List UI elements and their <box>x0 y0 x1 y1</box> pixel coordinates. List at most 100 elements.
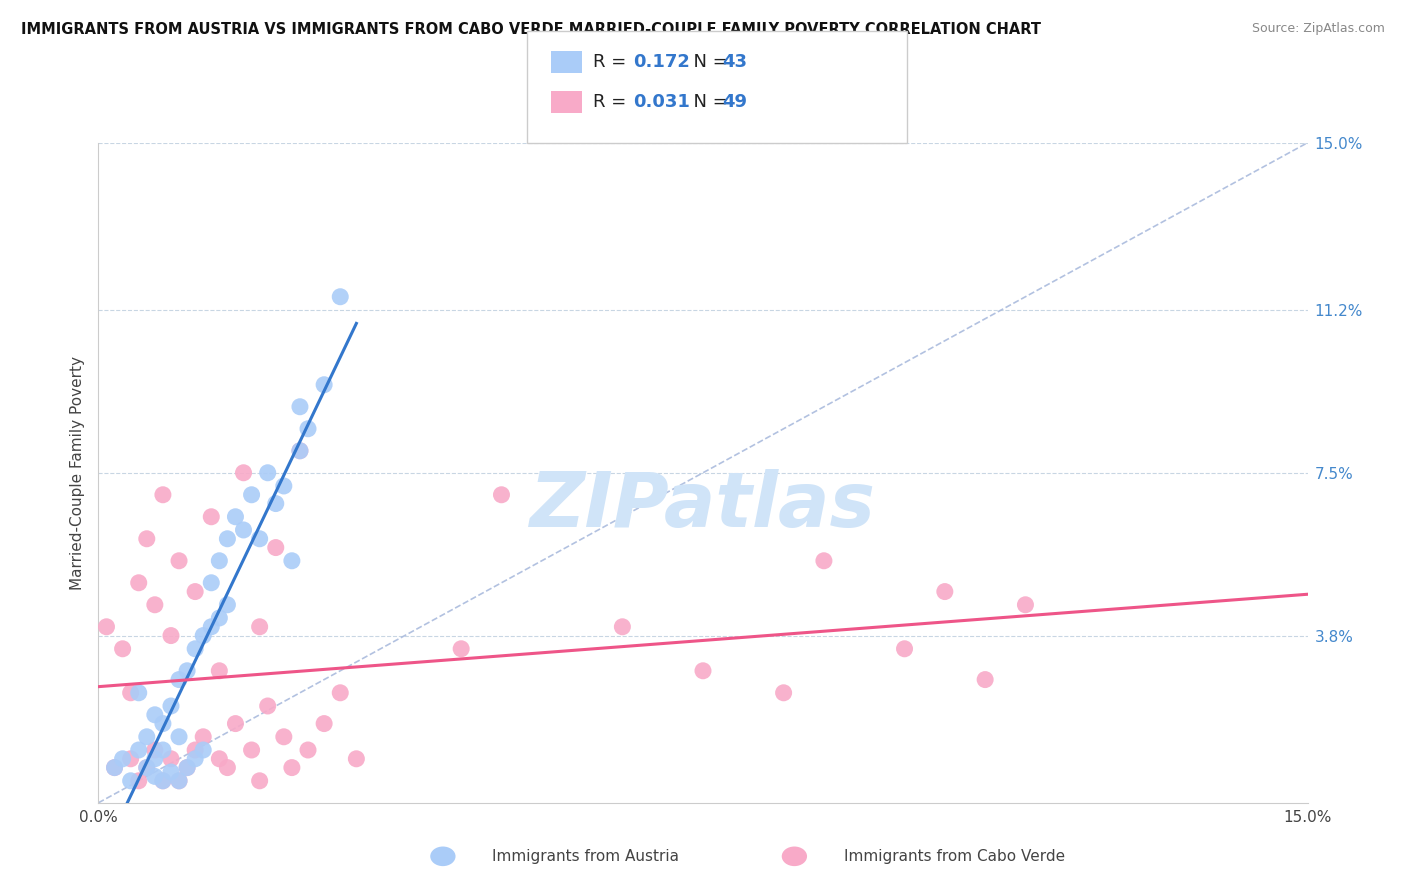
Point <box>135 761 157 775</box>
Point <box>297 422 319 436</box>
Point <box>224 716 246 731</box>
Point <box>152 773 174 788</box>
Text: R =: R = <box>593 53 633 70</box>
Point <box>176 664 198 678</box>
Point <box>1014 598 1036 612</box>
Point <box>329 686 352 700</box>
Point <box>152 716 174 731</box>
Point <box>103 761 125 775</box>
Text: IMMIGRANTS FROM AUSTRIA VS IMMIGRANTS FROM CABO VERDE MARRIED-COUPLE FAMILY POVE: IMMIGRANTS FROM AUSTRIA VS IMMIGRANTS FR… <box>21 22 1040 37</box>
Point <box>612 620 634 634</box>
Point <box>249 532 271 546</box>
Point <box>692 664 714 678</box>
Point <box>232 466 254 480</box>
Point <box>160 698 183 713</box>
Point <box>120 752 142 766</box>
Point <box>143 743 166 757</box>
Point <box>143 752 166 766</box>
Point <box>152 743 174 757</box>
Point <box>111 752 134 766</box>
Point <box>224 509 246 524</box>
Point <box>176 761 198 775</box>
Point <box>167 773 190 788</box>
Point <box>103 761 125 775</box>
Point <box>143 707 166 722</box>
Point <box>160 752 183 766</box>
Point <box>281 554 304 568</box>
Point <box>273 730 295 744</box>
Point <box>176 761 198 775</box>
Point <box>249 620 271 634</box>
Point <box>264 541 287 555</box>
Point <box>193 730 215 744</box>
Point <box>217 761 239 775</box>
Point <box>135 532 157 546</box>
Point <box>288 443 311 458</box>
Point <box>491 488 513 502</box>
Point <box>772 686 794 700</box>
Text: Immigrants from Austria: Immigrants from Austria <box>492 849 679 863</box>
Point <box>135 730 157 744</box>
Y-axis label: Married-Couple Family Poverty: Married-Couple Family Poverty <box>69 356 84 590</box>
Point <box>893 641 915 656</box>
Point <box>128 773 150 788</box>
Point <box>160 629 183 643</box>
Point <box>297 743 319 757</box>
Text: R =: R = <box>593 93 633 111</box>
Point <box>273 479 295 493</box>
Point <box>193 629 215 643</box>
Point <box>208 611 231 625</box>
Text: 43: 43 <box>723 53 748 70</box>
Point <box>208 554 231 568</box>
Text: ZIPatlas: ZIPatlas <box>530 469 876 542</box>
Point <box>128 686 150 700</box>
Point <box>167 730 190 744</box>
Point <box>934 584 956 599</box>
Point <box>184 743 207 757</box>
Point <box>160 764 183 779</box>
Point <box>120 686 142 700</box>
Point <box>143 769 166 783</box>
Text: 0.172: 0.172 <box>633 53 689 70</box>
Point <box>135 761 157 775</box>
Text: N =: N = <box>682 53 734 70</box>
Text: Source: ZipAtlas.com: Source: ZipAtlas.com <box>1251 22 1385 36</box>
Point <box>314 716 336 731</box>
Point <box>128 575 150 590</box>
Point <box>208 664 231 678</box>
Point <box>240 488 263 502</box>
Point <box>288 400 311 414</box>
Point <box>249 773 271 788</box>
Point <box>281 761 304 775</box>
Point <box>111 641 134 656</box>
Point <box>167 554 190 568</box>
Point <box>143 598 166 612</box>
Point <box>193 743 215 757</box>
Point <box>256 698 278 713</box>
Point <box>184 752 207 766</box>
Text: 49: 49 <box>723 93 748 111</box>
Point <box>167 673 190 687</box>
Point <box>288 443 311 458</box>
Point <box>974 673 997 687</box>
Text: 0.031: 0.031 <box>633 93 689 111</box>
Point <box>217 532 239 546</box>
Point <box>240 743 263 757</box>
Point <box>184 584 207 599</box>
Point <box>217 598 239 612</box>
Text: N =: N = <box>682 93 734 111</box>
Point <box>200 575 222 590</box>
Point <box>200 509 222 524</box>
Point <box>120 773 142 788</box>
Point <box>200 620 222 634</box>
Point <box>813 554 835 568</box>
Point <box>450 641 472 656</box>
Point <box>96 620 118 634</box>
Point <box>208 752 231 766</box>
Point <box>256 466 278 480</box>
Point <box>167 773 190 788</box>
Point <box>152 488 174 502</box>
Point <box>314 377 336 392</box>
Point <box>152 773 174 788</box>
Point <box>232 523 254 537</box>
